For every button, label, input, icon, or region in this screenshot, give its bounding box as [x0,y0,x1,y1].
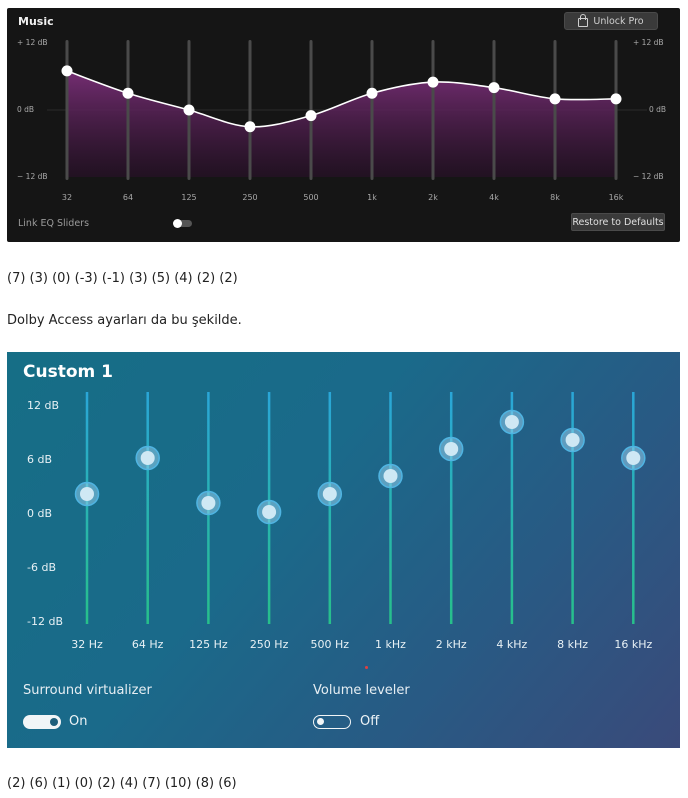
slider-knob-core-125 Hz [201,496,216,510]
unlock-pro-label: Unlock Pro [593,15,644,27]
slider-track-32 Hz [85,392,89,624]
slider-knob-core-64 Hz [140,451,155,465]
slider-knob-core-16 kHz [626,451,641,465]
slider-track-2 kHz [449,392,453,624]
surround-state: On [69,714,88,729]
freq-label-8k: 8k [550,193,560,202]
y-label-12: 12 dB [27,399,60,412]
freq-label-250: 250 [242,193,257,202]
eq-curve-line [66,70,617,128]
y-label-bottom-left: − 12 dB [17,172,48,181]
slider-track-8 kHz [571,392,574,624]
freq-label-4-kHz: 4 kHz [496,638,528,651]
freq-label-125-Hz: 125 Hz [189,638,228,651]
y-label-top-left: + 12 dB [17,38,48,47]
slider-track-500 [309,40,313,180]
slider-knob-core-250 Hz [262,505,277,519]
freq-label-4k: 4k [489,193,499,202]
y-label-bottom-right: − 12 dB [633,172,664,181]
slider-knob-16k[interactable] [610,93,622,105]
unlock-pro-button[interactable]: Unlock Pro [564,12,658,30]
slider-knob-core-32 Hz [80,487,94,501]
freq-label-64: 64 [123,193,133,202]
dolby-sentence: Dolby Access ayarları da bu şekilde. [7,313,242,328]
slider-track-2k [431,40,435,180]
slider-knob-125[interactable] [183,104,195,116]
y-label-minus-12: -12 dB [27,615,63,628]
dolby-eq-panel: Custom 1 12 dB 6 dB 0 dB -6 dB -12 dB 32… [7,352,680,748]
slider-track-64 Hz [146,392,149,624]
y-label-6: 6 dB [27,453,53,466]
y-label-minus-6: -6 dB [27,561,56,574]
y-label-mid-left: 0 dB [17,105,35,114]
freq-label-16k: 16k [609,193,624,202]
freq-label-2-kHz: 2 kHz [435,638,467,651]
preset-title: Custom 1 [23,362,113,382]
freq-label-125: 125 [181,193,196,202]
slider-knob-1k[interactable] [366,87,378,99]
y-label-top-right: + 12 dB [633,38,664,47]
slider-track-1k [370,40,374,180]
slider-track-32 [65,40,69,180]
slider-knob-8k[interactable] [549,93,561,105]
slider-knob-core-8 kHz [565,433,580,447]
music-eq-panel: Music Unlock Pro 32 64 125 250 500 1k 2k 4k 8k 16… [7,8,680,242]
slider-track-8k [553,40,557,180]
eq-curve-fill [67,70,616,177]
slider-track-250 [248,40,252,180]
slider-track-500 Hz [328,392,332,624]
slider-track-4 kHz [510,392,514,624]
freq-label-250-Hz: 250 Hz [249,638,289,651]
freq-label-500: 500 [303,193,318,202]
slider-knob-core-4 kHz [504,415,519,429]
slider-track-4k [492,40,496,180]
surround-virtualizer-toggle[interactable] [23,715,61,729]
slider-track-64 [126,40,130,180]
freq-label-64-Hz: 64 Hz [131,638,164,651]
freq-label-16-kHz: 16 kHz [614,638,653,651]
preset-title: Music [18,15,54,28]
slider-knob-4k[interactable] [488,82,500,94]
slider-knob-core-2 kHz [444,442,459,456]
slider-knob-core-500 Hz [322,487,337,501]
volume-leveler-label: Volume leveler [313,683,410,698]
lock-icon [578,14,589,27]
slider-track-1 kHz [389,392,392,624]
freq-label-2k: 2k [428,193,438,202]
caption-music-values: (7) (3) (0) (-3) (-1) (3) (5) (4) (2) (2… [7,271,238,286]
slider-knob-500[interactable] [305,110,317,122]
freq-label-1k: 1k [367,193,377,202]
slider-knob-64[interactable] [122,87,134,99]
slider-knob-2k[interactable] [427,76,439,88]
music-eq-chart: 32 64 125 250 500 1k 2k 4k 8k 16k [47,40,647,202]
indicator-dot [365,666,368,669]
freq-label-1-kHz: 1 kHz [375,638,406,651]
freq-label-32-Hz: 32 Hz [71,638,103,651]
link-eq-sliders-toggle[interactable] [173,219,192,228]
restore-defaults-button[interactable]: Restore to Defaults [571,213,665,231]
volume-state: Off [360,714,380,729]
caption-dolby-values: (2) (6) (1) (0) (2) (4) (7) (10) (8) (6) [7,776,237,791]
freq-label-32: 32 [62,193,72,202]
slider-track-16 kHz [632,392,635,624]
y-label-mid-right: 0 dB [649,105,667,114]
link-eq-sliders-label: Link EQ Sliders [18,218,90,229]
dolby-eq-chart [74,392,646,624]
slider-knob-32[interactable] [61,65,73,77]
slider-track-16k [614,40,618,180]
freq-label-8-kHz: 8 kHz [557,638,589,651]
slider-knob-250[interactable] [244,121,256,133]
volume-leveler-toggle[interactable] [313,715,351,729]
freq-label-500-Hz: 500 Hz [310,638,350,651]
surround-virtualizer-label: Surround virtualizer [23,683,152,698]
slider-knob-core-1 kHz [383,469,398,483]
y-label-0: 0 dB [27,507,53,520]
